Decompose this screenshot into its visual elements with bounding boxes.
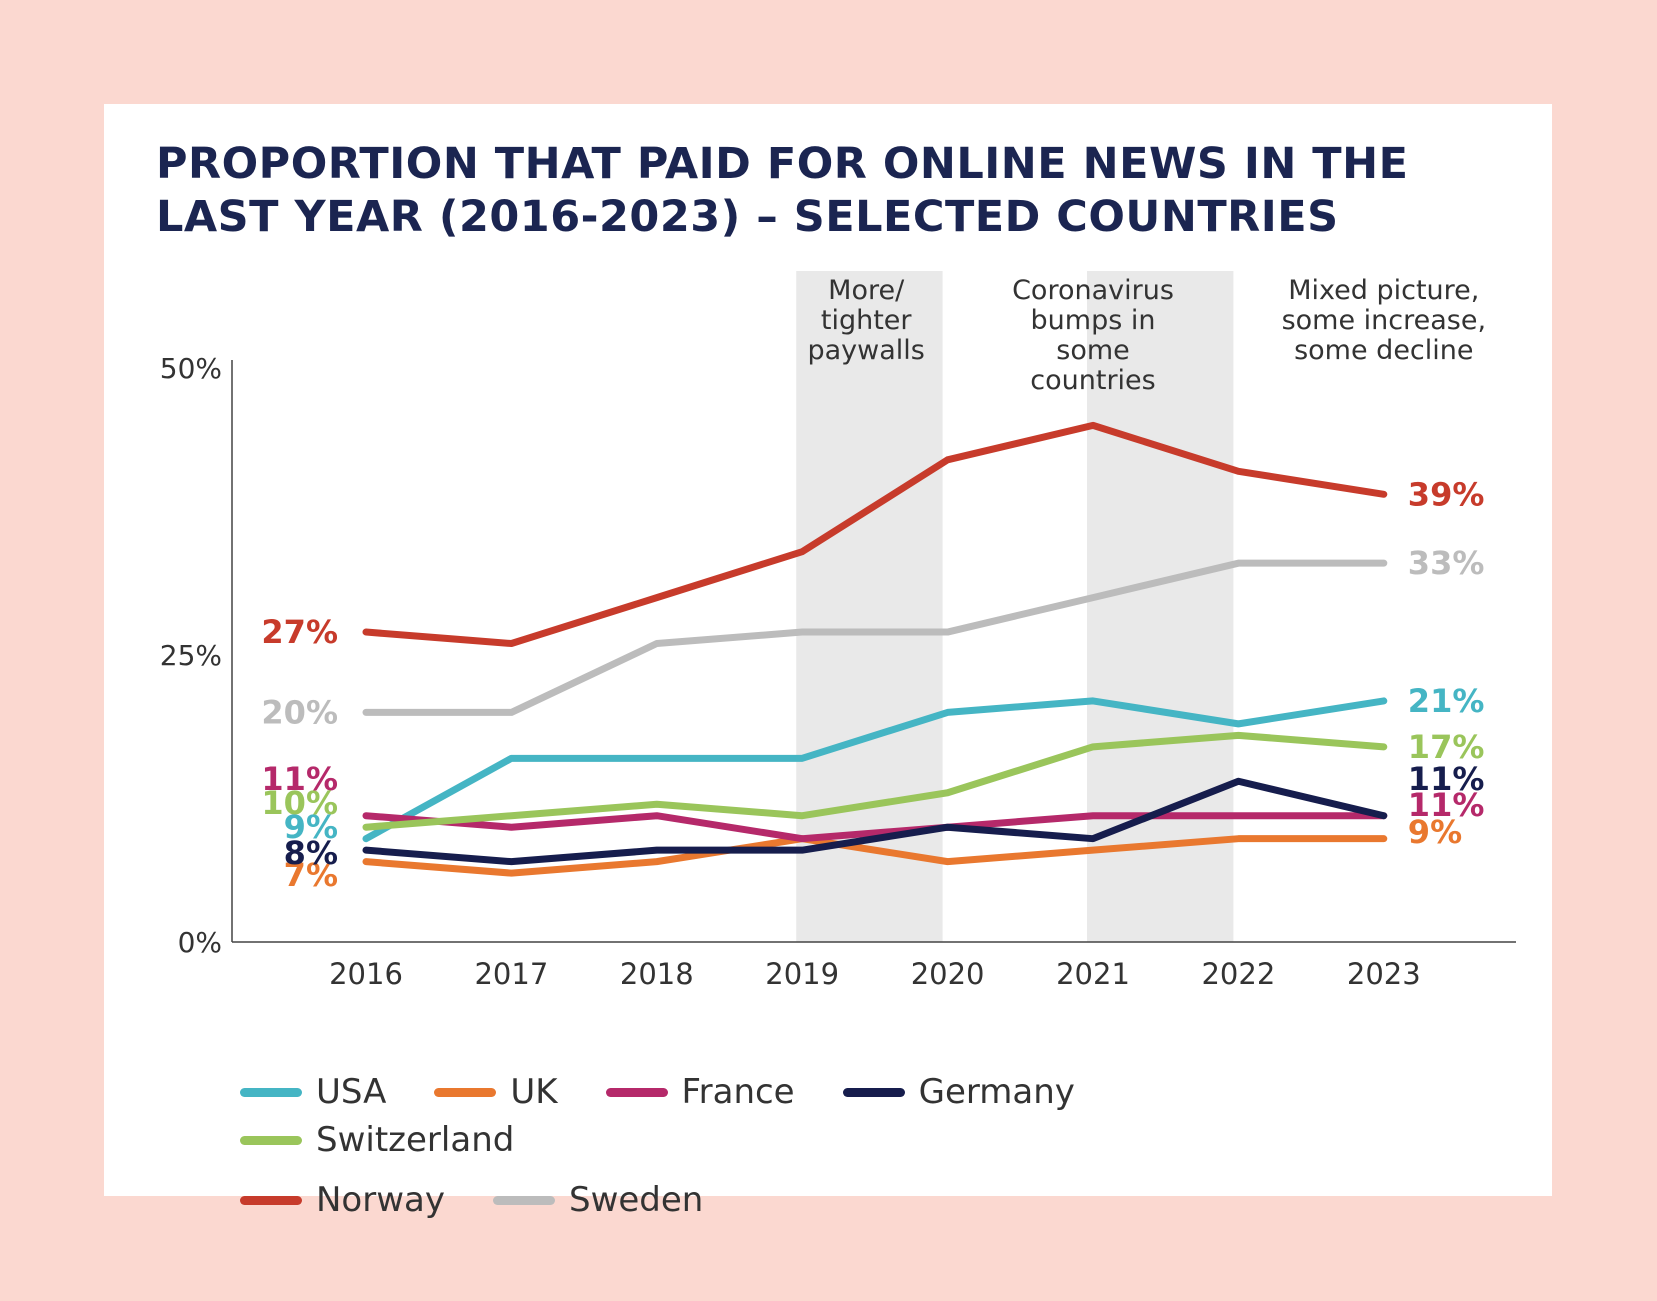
- x-tick-label: 2022: [1201, 957, 1275, 991]
- legend-label: Switzerland: [316, 1120, 515, 1160]
- end-value-label-uk: 9%: [1408, 813, 1462, 851]
- start-value-label-france: 11%: [261, 760, 338, 798]
- x-tick-label: 2019: [765, 957, 839, 991]
- x-tick-label: 2020: [911, 957, 985, 991]
- legend-swatch: [434, 1087, 497, 1097]
- chart-legend: USA UK France Germany Switzerland Norway Swede…: [240, 1072, 1440, 1220]
- y-tick-label: 0%: [178, 926, 222, 959]
- x-tick-label: 2021: [1056, 957, 1130, 991]
- start-value-label-germany: 8%: [284, 834, 338, 872]
- legend-label: UK: [510, 1072, 558, 1112]
- annotation-2: Coronavirus bumps in some countries: [1012, 275, 1174, 396]
- chart-title: PROPORTION THAT PAID FOR ONLINE NEWS IN …: [156, 139, 1409, 242]
- end-value-label-sweden: 33%: [1408, 544, 1485, 582]
- end-value-label-usa: 21%: [1408, 682, 1485, 720]
- legend-swatch: [492, 1195, 555, 1205]
- line-chart: More/tighter paywalls Coronavirus bumps in s…: [160, 271, 1516, 991]
- start-value-label-sweden: 20%: [261, 693, 338, 731]
- legend-swatch: [240, 1135, 302, 1145]
- legend-item-france: France: [605, 1072, 795, 1112]
- series-line-uk: [362, 835, 1388, 877]
- legend-item-norway: Norway: [240, 1180, 445, 1220]
- annotation-1: More/tighter paywalls: [808, 275, 925, 366]
- x-tick-label: 2017: [474, 957, 548, 991]
- legend-label: USA: [316, 1072, 387, 1112]
- legend-item-sweden: Sweden: [492, 1180, 704, 1220]
- legend-swatch: [842, 1087, 905, 1097]
- x-tick-label: 2016: [329, 957, 403, 991]
- end-value-label-germany: 11%: [1408, 760, 1485, 798]
- legend-item-germany: Germany: [842, 1072, 1075, 1112]
- legend-label: Norway: [316, 1180, 445, 1220]
- legend-swatch: [240, 1087, 302, 1097]
- start-value-label-norway: 27%: [261, 613, 338, 651]
- annotation-3: Mixed picture, some increase, some decline: [1282, 275, 1486, 366]
- x-tick-label: 2018: [620, 957, 694, 991]
- series-line-norway: [362, 421, 1388, 648]
- legend-item-usa: USA: [240, 1072, 387, 1112]
- series-line-switzerland: [362, 731, 1388, 831]
- y-tick-label: 50%: [160, 352, 222, 385]
- legend-label: Sweden: [568, 1180, 704, 1220]
- end-value-label-france: 11%: [1408, 786, 1485, 824]
- series-line-usa: [362, 697, 1388, 843]
- y-tick-label: 25%: [160, 639, 222, 672]
- series-line-sweden: [362, 559, 1388, 716]
- end-value-label-switzerland: 17%: [1408, 728, 1485, 766]
- start-value-label-uk: 7%: [284, 856, 338, 894]
- series-line-france: [362, 812, 1388, 843]
- chart-card: PROPORTION THAT PAID FOR ONLINE NEWS IN …: [104, 104, 1552, 1220]
- legend-item-uk: UK: [434, 1072, 558, 1112]
- legend-label: Germany: [918, 1072, 1075, 1112]
- start-value-label-switzerland: 10%: [261, 784, 338, 822]
- legend-item-switzerland: Switzerland: [240, 1120, 515, 1160]
- x-tick-label: 2023: [1347, 957, 1421, 991]
- series-line-germany: [362, 777, 1388, 866]
- legend-swatch: [240, 1195, 302, 1205]
- start-value-label-usa: 9%: [284, 808, 338, 846]
- legend-swatch: [605, 1087, 668, 1097]
- legend-label: France: [681, 1072, 795, 1112]
- end-value-label-norway: 39%: [1408, 475, 1485, 513]
